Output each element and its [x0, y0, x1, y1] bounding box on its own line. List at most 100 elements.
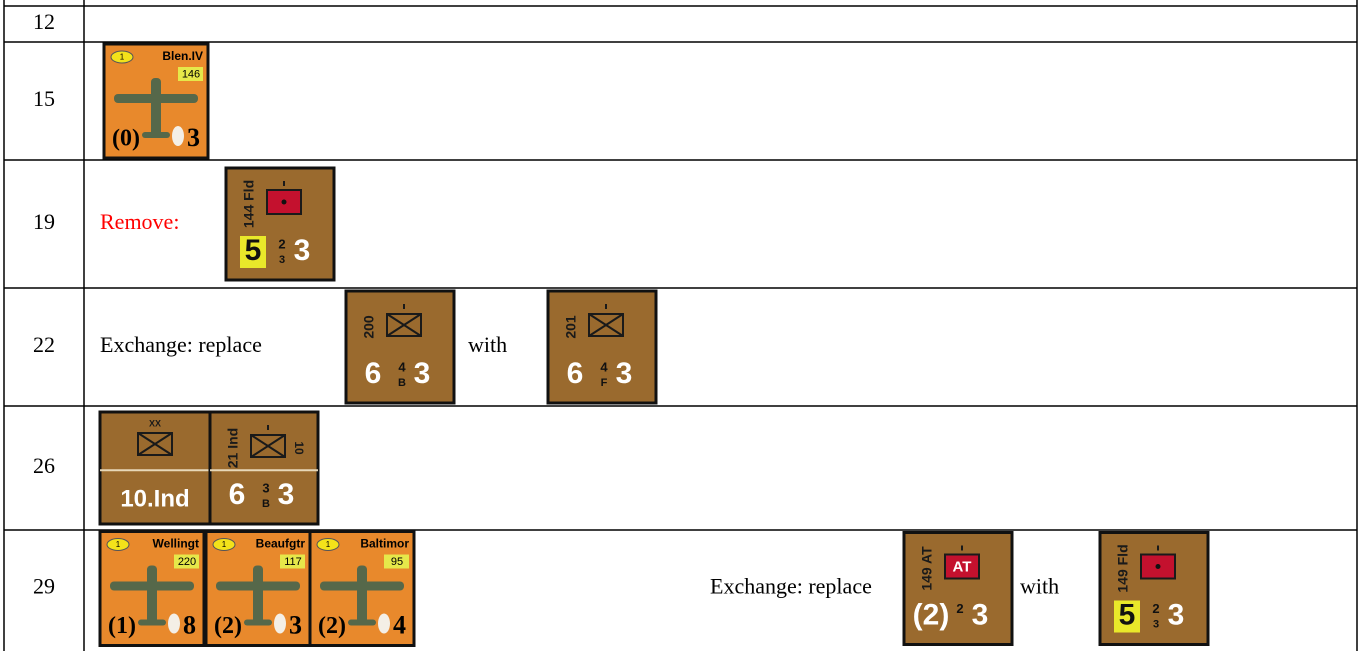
unit-symbol — [250, 434, 286, 458]
plane-tail — [138, 619, 166, 626]
unit-symbol — [137, 432, 173, 456]
defense-top: 4 — [600, 359, 608, 374]
attack-value: (1) — [108, 613, 136, 639]
turn-number: 29 — [33, 574, 55, 599]
unit-id: 200 — [361, 315, 377, 339]
unit-number: 146 — [182, 68, 200, 80]
aircraft-name: Wellingt — [153, 537, 199, 551]
move-value: 3 — [1168, 598, 1185, 631]
nation-badge — [212, 538, 236, 551]
pilot-icon — [378, 613, 390, 634]
attack-value: 5 — [1119, 598, 1136, 631]
plane-fuselage — [147, 565, 157, 624]
attack-highlight — [1114, 600, 1140, 633]
division-name: 10.Ind — [120, 485, 189, 512]
unit-symbol-cross — [386, 313, 422, 337]
unit-symbol — [386, 313, 422, 337]
range-value: 3 — [289, 610, 302, 639]
defense-bottom: 3 — [1153, 618, 1159, 630]
row-text: Remove: — [100, 209, 179, 234]
badge-text: 1 — [222, 540, 227, 549]
unit-id: 144 Fld — [241, 180, 257, 228]
attack-value: 6 — [229, 478, 246, 511]
aircraft-name: Beaufgtr — [256, 537, 306, 551]
nation-badge — [110, 50, 134, 64]
turn-number: 12 — [33, 9, 55, 34]
row-text: with — [468, 332, 507, 357]
unit-number-box — [178, 67, 203, 81]
move-value: 3 — [278, 478, 295, 511]
row-text: Exchange: replace — [710, 574, 872, 599]
division-counter: XX 10.Ind — [98, 410, 212, 526]
plane-fuselage — [357, 565, 367, 624]
counter-body — [902, 531, 1014, 646]
defense-top: 2 — [1152, 601, 1159, 616]
unit-number-box — [280, 554, 305, 569]
plane-tail — [348, 619, 376, 626]
turn-number: 26 — [33, 453, 55, 478]
pilot-icon — [172, 126, 184, 146]
attack-value: 5 — [245, 234, 262, 267]
defense-bottom: B — [262, 498, 270, 510]
attack-value: (2) — [318, 613, 346, 639]
attack-value: 6 — [365, 357, 382, 390]
turn-number: 15 — [33, 86, 55, 111]
unit-size: XX — [149, 418, 161, 428]
nation-badge — [106, 538, 130, 551]
turn-number: 22 — [33, 332, 55, 357]
move-value: 3 — [294, 234, 311, 267]
counter-body — [546, 289, 658, 405]
unit-number-box — [384, 554, 409, 569]
badge-text: 1 — [326, 540, 331, 549]
pilot-icon — [274, 613, 286, 634]
move-value: 3 — [616, 357, 633, 390]
unit-id: 21 Ind — [225, 428, 241, 468]
ground-counter: 149 AT AT (2) 2 3 — [902, 531, 1014, 646]
row-text: Exchange: replace — [100, 332, 262, 357]
counter-body — [208, 410, 320, 526]
defense-top: 2 — [278, 236, 285, 251]
air-counter: 1 Blen.IV 146 (0) 3 — [102, 42, 210, 160]
pilot-icon — [168, 613, 180, 634]
badge-text: 1 — [120, 53, 125, 62]
ground-counter: 201 6 4 F 3 — [546, 289, 658, 405]
attack-value: (0) — [112, 126, 140, 152]
defense-bottom: F — [601, 377, 608, 389]
defense-bottom: 3 — [279, 254, 285, 266]
defense-top: 2 — [956, 601, 963, 616]
range-value: 3 — [187, 123, 200, 152]
attack-highlight — [240, 236, 266, 268]
unit-parent: 10 — [292, 441, 306, 455]
plane-tail — [142, 132, 170, 138]
unit-symbol — [1140, 553, 1176, 580]
defense-bottom: B — [398, 377, 406, 389]
air-counter: 1 Beaufgtr 117 (2) 3 — [204, 530, 312, 647]
aircraft-name: Blen.IV — [162, 49, 203, 63]
turn-number: 19 — [33, 209, 55, 234]
air-counter: 1 Baltimor 95 (2) 4 — [308, 530, 416, 647]
range-value: 4 — [393, 610, 406, 639]
unit-number: 117 — [284, 556, 302, 568]
attack-value: 6 — [567, 357, 584, 390]
unit-number-box — [174, 554, 199, 569]
move-value: 3 — [972, 598, 989, 631]
counter-body — [344, 289, 456, 405]
unit-symbol-cross — [588, 313, 624, 337]
badge-text: 1 — [116, 540, 121, 549]
unit-id: 149 Fld — [1115, 544, 1131, 592]
aircraft-name: Baltimor — [360, 537, 409, 551]
attack-value: (2) — [913, 598, 950, 631]
counter-body — [98, 410, 212, 526]
plane-fuselage — [151, 78, 161, 136]
symbol-text: AT — [953, 558, 972, 575]
plane-tail — [244, 619, 272, 626]
unit-symbol — [944, 553, 980, 580]
unit-id: 149 AT — [919, 546, 935, 591]
unit-symbol — [588, 313, 624, 337]
attack-value: (2) — [214, 613, 242, 639]
unit-symbol-cross — [137, 432, 173, 456]
